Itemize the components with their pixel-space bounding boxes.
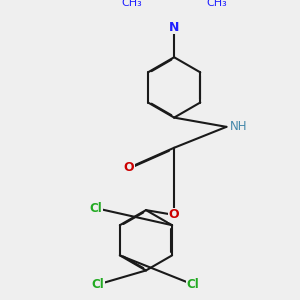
Text: N: N — [169, 21, 179, 34]
Text: CH₃: CH₃ — [206, 0, 227, 8]
Text: CH₃: CH₃ — [122, 0, 142, 8]
Text: Cl: Cl — [89, 202, 102, 214]
Text: Cl: Cl — [187, 278, 200, 291]
Text: O: O — [123, 161, 134, 174]
Text: NH: NH — [230, 120, 247, 133]
Text: O: O — [169, 208, 179, 221]
Text: Cl: Cl — [91, 278, 104, 291]
